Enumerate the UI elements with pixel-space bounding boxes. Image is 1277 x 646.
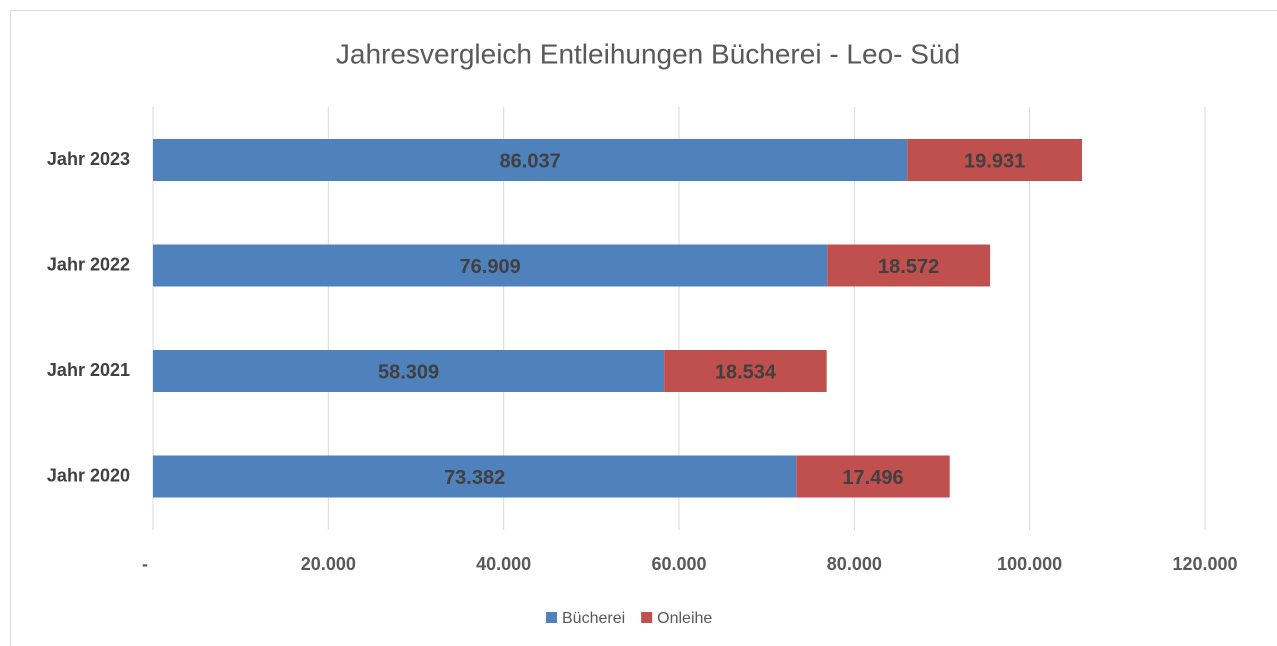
x-tick-label: 40.000 — [476, 554, 531, 574]
bar-segment — [153, 139, 908, 181]
y-tick-label: Jahr 2023 — [47, 149, 130, 169]
data-label: 18.534 — [715, 361, 777, 383]
y-tick-label: Jahr 2022 — [47, 254, 130, 274]
chart-border — [10, 10, 1277, 646]
bar-segment — [153, 455, 797, 498]
data-label: 76.909 — [460, 256, 521, 278]
legend-label: Bücherei — [562, 610, 625, 627]
bar-segment — [153, 350, 665, 392]
legend-swatch — [641, 612, 653, 623]
bar-segment — [153, 244, 828, 287]
bar-segment — [907, 139, 1082, 181]
data-label: 86.037 — [500, 150, 561, 172]
data-label: 58.309 — [378, 361, 439, 383]
x-tick-label: 120.000 — [1172, 554, 1237, 574]
data-label: 17.496 — [842, 467, 903, 489]
chart-title: Jahresvergleich Entleihungen Bücherei - … — [336, 38, 960, 69]
x-tick-label: 60.000 — [651, 554, 706, 574]
bar-segment — [796, 455, 950, 498]
data-label: 73.382 — [444, 467, 505, 489]
y-tick-label: Jahr 2020 — [47, 465, 130, 485]
x-tick-label: 100.000 — [997, 554, 1062, 574]
x-tick-label: 20.000 — [301, 554, 356, 574]
bar-segment — [664, 350, 827, 392]
data-label: 19.931 — [964, 150, 1025, 172]
x-tick-label: - — [142, 554, 148, 574]
legend-label: Onleihe — [657, 610, 712, 627]
bar-segment — [827, 244, 991, 287]
data-label: 18.572 — [878, 256, 939, 278]
y-tick-label: Jahr 2021 — [47, 360, 130, 380]
legend-swatch — [546, 612, 557, 623]
x-tick-label: 80.000 — [827, 554, 882, 574]
